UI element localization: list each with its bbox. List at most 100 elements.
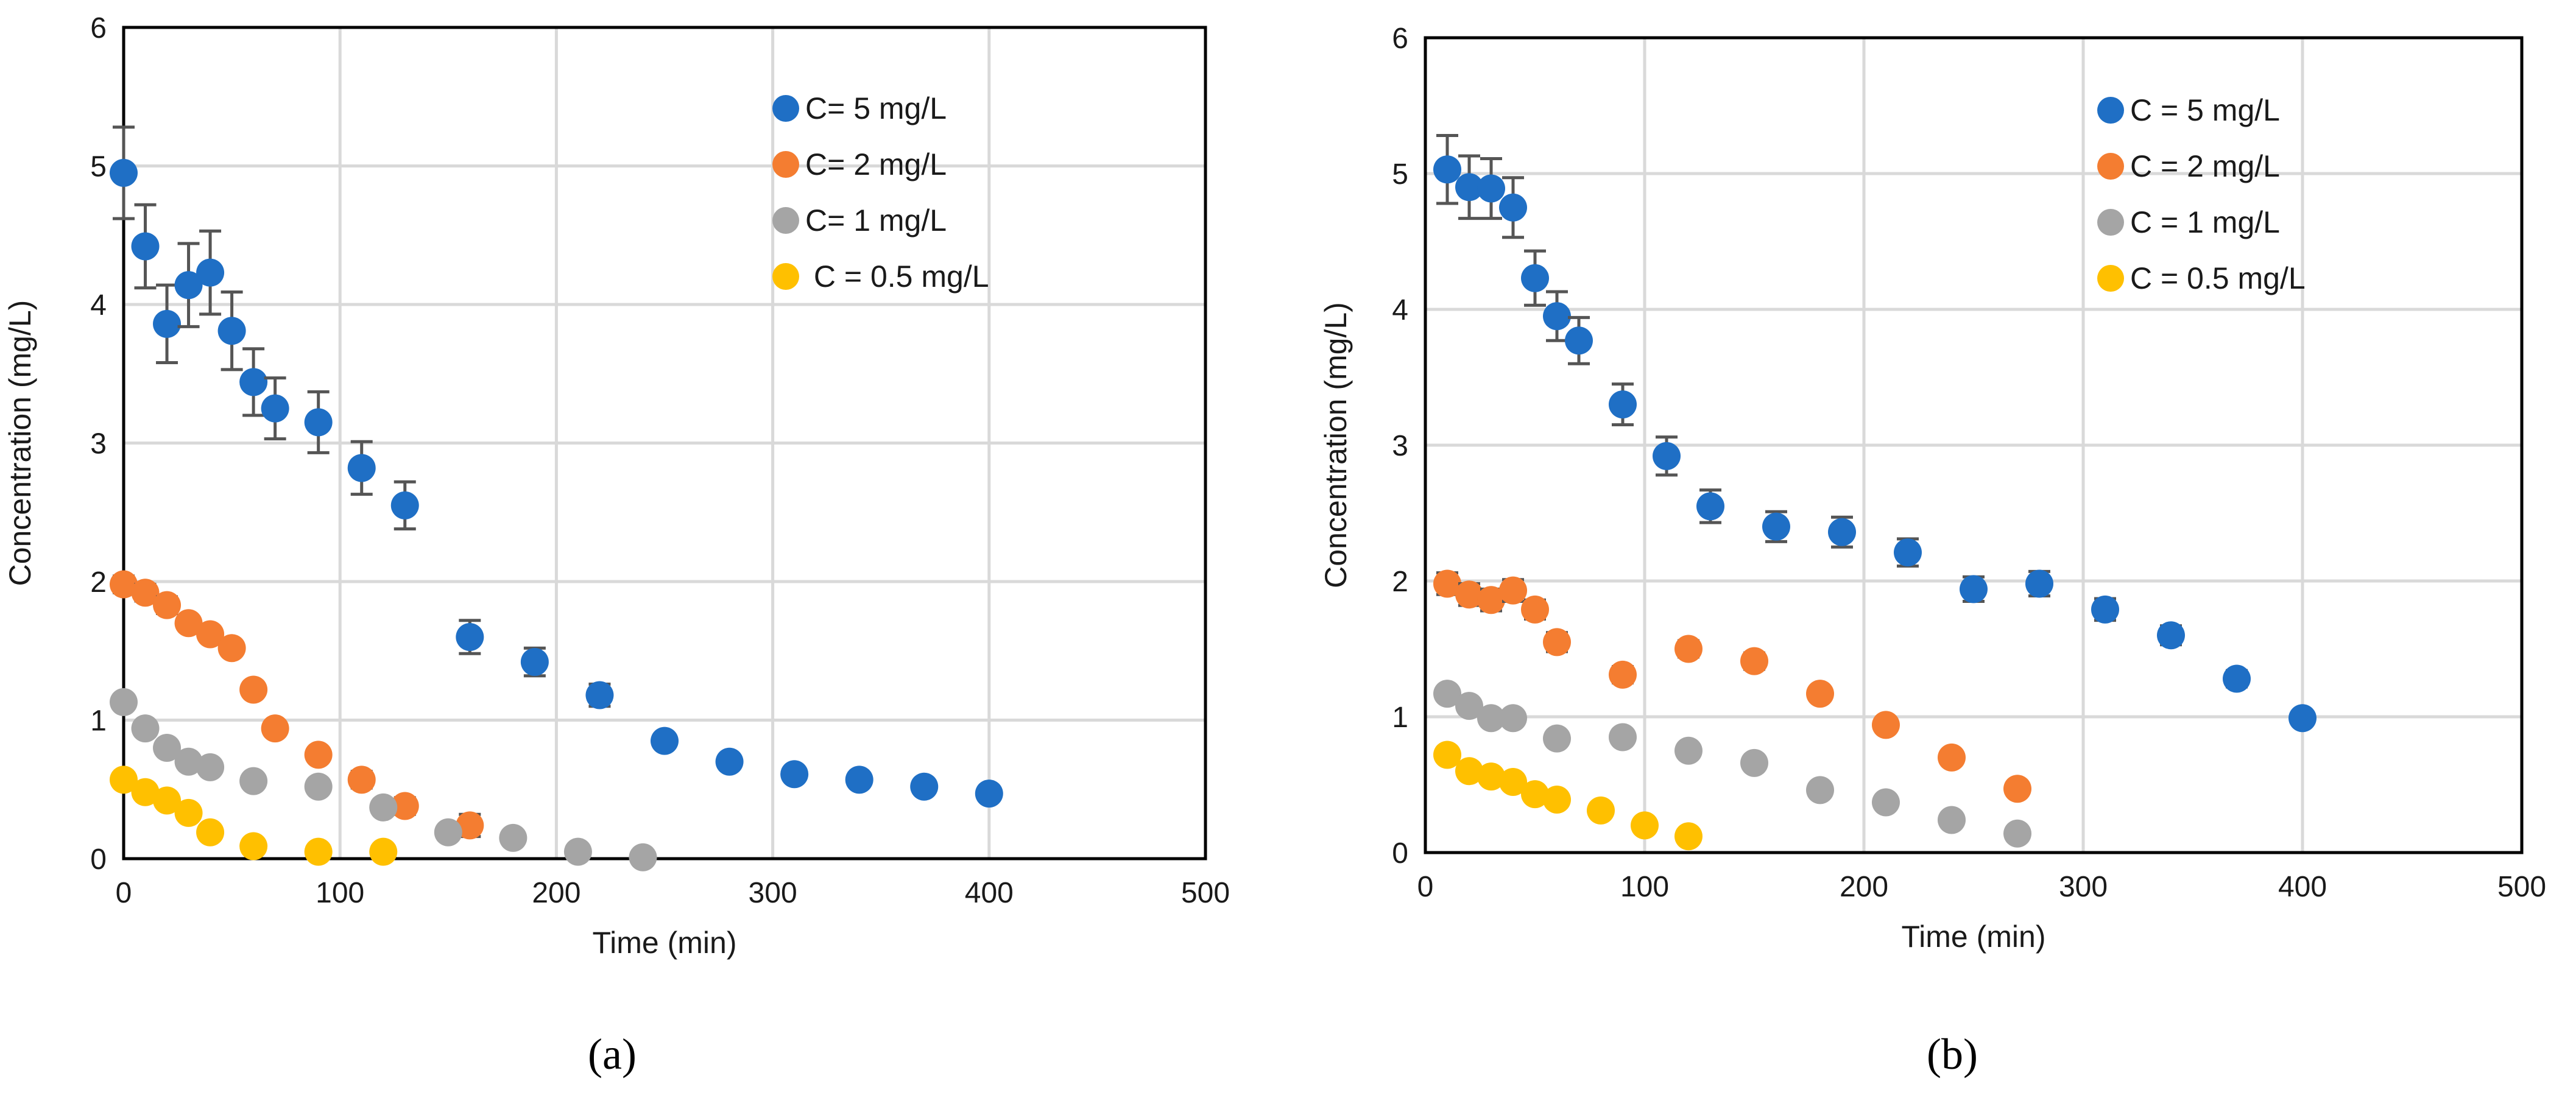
data-point (2003, 819, 2031, 848)
data-point (629, 843, 657, 871)
data-point (1499, 576, 1527, 605)
data-point (196, 818, 225, 846)
panel-label-b: (b) (1927, 1030, 1978, 1079)
data-point (131, 778, 160, 806)
data-point (456, 811, 484, 840)
data-point (1433, 569, 1461, 598)
data-point (1938, 806, 1966, 834)
y-tick-label: 3 (1392, 430, 1408, 462)
data-point (1455, 692, 1483, 720)
data-point (390, 491, 419, 519)
legend-entry: C = 1 mg/L (2130, 205, 2280, 239)
x-tick-label: 400 (965, 877, 1014, 909)
data-point (1455, 757, 1483, 786)
legend-entry: C = 0.5 mg/L (2130, 261, 2306, 295)
data-point (1674, 822, 1703, 851)
legend-entry: C= 2 mg/L (805, 147, 947, 181)
data-point (304, 408, 333, 437)
y-tick-label: 5 (90, 151, 107, 183)
data-point (153, 786, 182, 815)
y-tick-label: 4 (1392, 294, 1408, 326)
data-point (1828, 518, 1856, 546)
x-tick-label: 400 (2278, 871, 2327, 903)
data-point (261, 714, 289, 743)
data-point (1674, 736, 1703, 765)
data-point (1477, 174, 1505, 203)
data-point (434, 818, 462, 846)
y-tick-label: 0 (90, 843, 107, 876)
legend-marker (2097, 265, 2124, 292)
y-tick-label: 6 (1392, 23, 1408, 55)
data-point (1806, 776, 1834, 804)
data-point (715, 747, 744, 776)
chart-panel-b: 0 1 2 3 4 5 6 0 100 200 300 400 500 Time (min) Concent… (1319, 23, 2546, 1079)
data-point (110, 570, 138, 599)
data-point (1872, 711, 1900, 739)
legend-entry: C = 0.5 mg/L (805, 259, 989, 294)
data-point (2003, 775, 2031, 803)
data-point (369, 793, 398, 822)
data-point (1587, 796, 1615, 825)
series-2 (110, 570, 484, 840)
data-point (304, 772, 333, 801)
data-point (1521, 264, 1549, 292)
data-point (1609, 723, 1637, 751)
y-tick-label: 2 (1392, 566, 1408, 598)
data-point (2157, 621, 2185, 650)
y-axis-title: Concentration (mg/L) (1319, 302, 1353, 588)
x-tick-label: 300 (749, 877, 797, 909)
data-point (499, 823, 528, 852)
data-point (110, 765, 138, 794)
data-point (369, 837, 398, 866)
series-1 (110, 125, 1003, 808)
data-point (2025, 569, 2053, 598)
y-tick-label: 1 (1392, 702, 1408, 734)
data-point (975, 780, 1003, 808)
data-point (1543, 724, 1571, 753)
data-point (456, 623, 484, 651)
y-tick-label: 6 (90, 12, 107, 44)
data-point (196, 258, 225, 287)
y-tick-label: 1 (90, 705, 107, 737)
x-tick-label: 100 (1620, 871, 1669, 903)
data-point (1433, 155, 1461, 184)
x-tick-label: 500 (1181, 877, 1230, 909)
data-point (1455, 580, 1483, 609)
data-point (1543, 628, 1571, 656)
plot-area-border (122, 26, 1207, 860)
data-point (2288, 704, 2317, 733)
x-tick-label: 300 (2059, 871, 2108, 903)
legend-marker (772, 151, 799, 178)
y-tick-label: 2 (90, 566, 107, 599)
data-point (131, 579, 160, 607)
plot-area-border (1424, 36, 2524, 854)
x-tick-label: 500 (2497, 871, 2546, 903)
y-tick-label: 4 (90, 289, 107, 322)
data-point (1653, 442, 1681, 470)
data-point (304, 741, 333, 769)
series-1 (1433, 134, 2317, 733)
data-point (1960, 575, 1988, 604)
legend: C= 5 mg/L C= 2 mg/L C= 1 mg/L C = 0.5 mg/L (772, 91, 989, 294)
legend-entry: C= 1 mg/L (805, 203, 947, 238)
data-point (845, 765, 873, 794)
data-point (153, 734, 182, 762)
x-tick-label: 0 (116, 877, 132, 909)
x-axis-title: Time (min) (592, 926, 736, 960)
data-point (1477, 762, 1505, 791)
legend-marker (2097, 209, 2124, 236)
legend-marker (772, 263, 799, 290)
data-point (174, 609, 203, 638)
data-point (651, 727, 679, 755)
panel-label-a: (a) (588, 1030, 637, 1079)
data-point (1543, 786, 1571, 814)
data-point (304, 837, 333, 866)
x-tick-label: 0 (1417, 871, 1434, 903)
x-tick-label: 200 (1840, 871, 1888, 903)
legend-entry: C = 2 mg/L (2130, 149, 2280, 183)
data-point (217, 317, 246, 345)
data-point (1521, 780, 1549, 809)
data-point (1433, 680, 1461, 708)
data-point (390, 792, 419, 820)
